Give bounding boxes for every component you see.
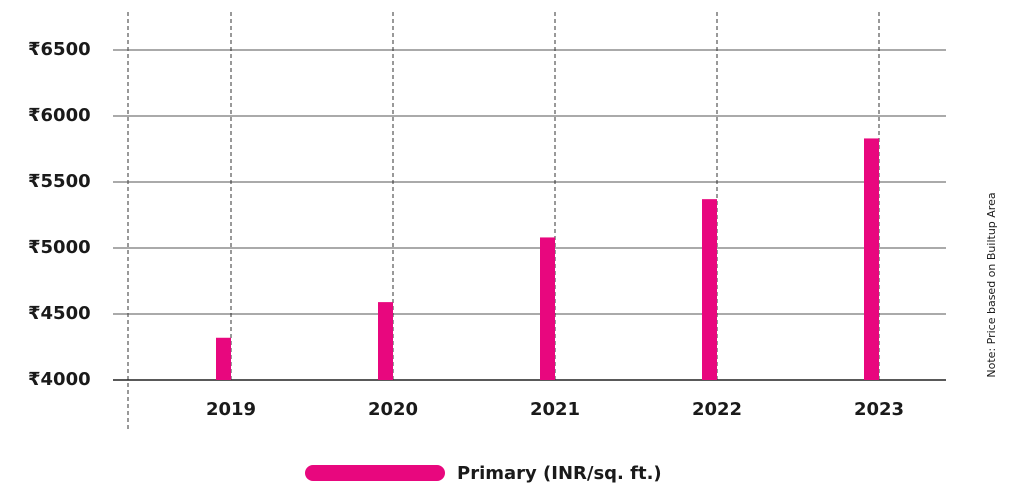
bar (702, 199, 717, 380)
y-tick-label: ₹6000 (28, 105, 91, 126)
y-tick-label: ₹4500 (28, 303, 91, 324)
x-tick-label: 2020 (368, 399, 418, 420)
y-tick-label: ₹5500 (28, 171, 91, 192)
x-tick-label: 2021 (530, 399, 580, 420)
x-tick-label: 2022 (692, 399, 742, 420)
bar (216, 337, 231, 380)
y-tick-label: ₹4000 (28, 369, 91, 390)
x-tick-label: 2023 (854, 399, 904, 420)
legend-label: Primary (INR/sq. ft.) (457, 463, 662, 484)
y-tick-label: ₹5000 (28, 237, 91, 258)
bar (540, 237, 555, 380)
note: Note: Price based on Builtup Area (985, 192, 998, 377)
y-tick-label: ₹6500 (28, 39, 91, 60)
legend-swatch (305, 465, 445, 481)
bar (378, 302, 393, 380)
bar (864, 138, 879, 380)
x-tick-label: 2019 (206, 399, 256, 420)
